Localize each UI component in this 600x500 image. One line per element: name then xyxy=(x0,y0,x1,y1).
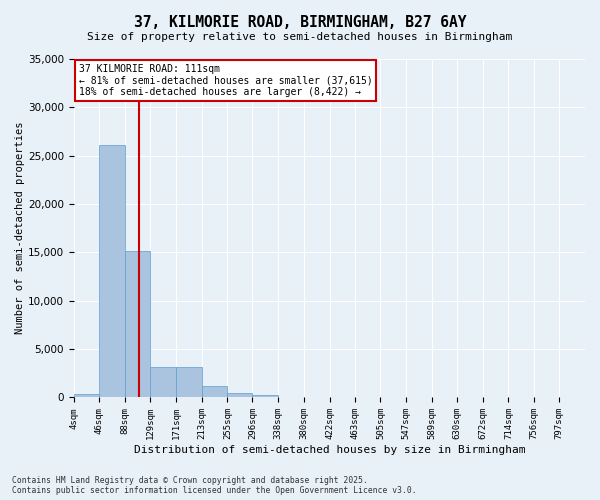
Bar xyxy=(150,366,176,398)
Bar xyxy=(253,394,278,398)
Text: 37 KILMORIE ROAD: 111sqm
← 81% of semi-detached houses are smaller (37,615)
18% : 37 KILMORIE ROAD: 111sqm ← 81% of semi-d… xyxy=(79,64,372,97)
Y-axis label: Number of semi-detached properties: Number of semi-detached properties xyxy=(15,122,25,334)
Text: Contains HM Land Registry data © Crown copyright and database right 2025.
Contai: Contains HM Land Registry data © Crown c… xyxy=(12,476,416,495)
Bar xyxy=(74,394,100,398)
Text: Size of property relative to semi-detached houses in Birmingham: Size of property relative to semi-detach… xyxy=(88,32,512,42)
Bar xyxy=(176,367,202,398)
Bar xyxy=(227,392,253,398)
Bar xyxy=(202,386,227,398)
Bar xyxy=(125,252,150,398)
Text: 37, KILMORIE ROAD, BIRMINGHAM, B27 6AY: 37, KILMORIE ROAD, BIRMINGHAM, B27 6AY xyxy=(134,15,466,30)
Bar xyxy=(100,145,125,398)
X-axis label: Distribution of semi-detached houses by size in Birmingham: Distribution of semi-detached houses by … xyxy=(134,445,525,455)
